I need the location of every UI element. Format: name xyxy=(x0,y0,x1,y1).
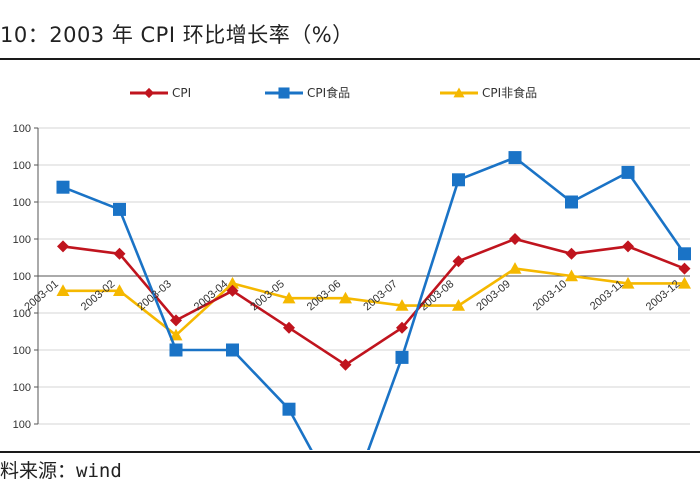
legend-label-2: CPI非食品 xyxy=(482,85,537,100)
point-0-2003-10 xyxy=(565,247,578,260)
point-2-2003-10 xyxy=(565,269,578,282)
source-value: wind xyxy=(76,460,122,482)
point-1-2003-09 xyxy=(508,151,522,165)
axes xyxy=(37,128,690,424)
point-2-2003-12 xyxy=(678,276,691,289)
point-0-2003-09 xyxy=(509,233,521,245)
point-2-2003-05 xyxy=(282,291,296,304)
legend: CPI CPI食品 CPI非食品 xyxy=(130,85,537,100)
point-1-2003-02 xyxy=(113,202,126,216)
point-2-2003-08 xyxy=(452,299,465,311)
source-note: 料来源：wind xyxy=(0,458,122,484)
point-2-2003-06 xyxy=(339,291,352,304)
y-tick-label: 100 xyxy=(13,308,31,320)
point-2-2003-02 xyxy=(113,284,126,296)
bottom-rule xyxy=(0,451,700,453)
source-label: 料来源： xyxy=(0,460,77,482)
legend-marker-1 xyxy=(278,87,290,99)
point-0-2003-07 xyxy=(396,321,408,334)
point-2-2003-03 xyxy=(169,328,183,341)
x-tick-label: 2003-06 xyxy=(305,278,344,313)
point-1-2003-11 xyxy=(621,165,635,179)
point-2-2003-09 xyxy=(508,262,522,274)
y-tick-label: 100 xyxy=(13,123,31,135)
point-1-2003-04 xyxy=(226,343,239,357)
point-0-2003-11 xyxy=(622,240,634,253)
legend-marker-0 xyxy=(143,87,155,99)
point-0-2003-01 xyxy=(57,240,69,253)
legend-label-0: CPI xyxy=(172,86,191,100)
point-0-2003-04 xyxy=(226,284,239,297)
point-1-2003-12 xyxy=(678,247,691,261)
chart-title: 10：2003 年 CPI 环比增长率（%） xyxy=(0,23,354,47)
point-2-2003-11 xyxy=(621,276,635,289)
y-tick-label: 100 xyxy=(13,345,31,357)
point-0-2003-12 xyxy=(678,262,691,275)
point-1-2003-03 xyxy=(169,343,183,357)
series-line-1 xyxy=(62,156,686,450)
point-1-2003-10 xyxy=(565,195,578,209)
point-2-2003-01 xyxy=(56,284,70,296)
top-rule xyxy=(0,58,700,60)
series-line-0 xyxy=(62,237,685,367)
x-tick-label: 2003-01 xyxy=(22,278,61,313)
point-2-2003-07 xyxy=(395,299,409,311)
cpi-line-chart: CPI CPI食品 CPI非食品 1001001001001001001001001… xyxy=(13,85,691,450)
x-tick-label: 2003-02 xyxy=(79,278,118,313)
series-group xyxy=(56,151,691,450)
point-0-2003-02 xyxy=(113,247,126,260)
legend-label-1: CPI食品 xyxy=(307,85,350,100)
point-0-2003-03 xyxy=(170,314,182,327)
point-0-2003-08 xyxy=(452,255,465,268)
x-tick-label: 2003-08 xyxy=(418,278,457,313)
point-1-2003-08 xyxy=(452,173,465,187)
y-tick-label: 100 xyxy=(13,382,31,394)
y-tick-label: 100 xyxy=(13,197,31,209)
legend-marker-2 xyxy=(453,87,465,98)
y-tick-label: 100 xyxy=(13,160,31,172)
y-tick-label: 100 xyxy=(13,419,31,431)
x-tick-label: 2003-07 xyxy=(361,278,400,313)
x-tick-label: 2003-03 xyxy=(135,278,174,313)
point-1-2003-05 xyxy=(282,402,296,416)
point-2-2003-04 xyxy=(226,276,239,289)
point-0-2003-06 xyxy=(339,358,352,371)
x-tick-label: 2003-10 xyxy=(531,278,570,313)
x-tick-label: 2003-11 xyxy=(588,278,626,313)
point-1-2003-01 xyxy=(56,180,70,194)
y-axis-ticks: 100 100 100 100 100 100 100 100 100 xyxy=(13,123,38,431)
point-0-2003-05 xyxy=(283,321,295,334)
y-grid xyxy=(38,127,690,425)
point-1-2003-07 xyxy=(395,350,409,364)
y-tick-label: 100 xyxy=(13,234,31,246)
y-tick-label: 100 xyxy=(13,271,31,283)
